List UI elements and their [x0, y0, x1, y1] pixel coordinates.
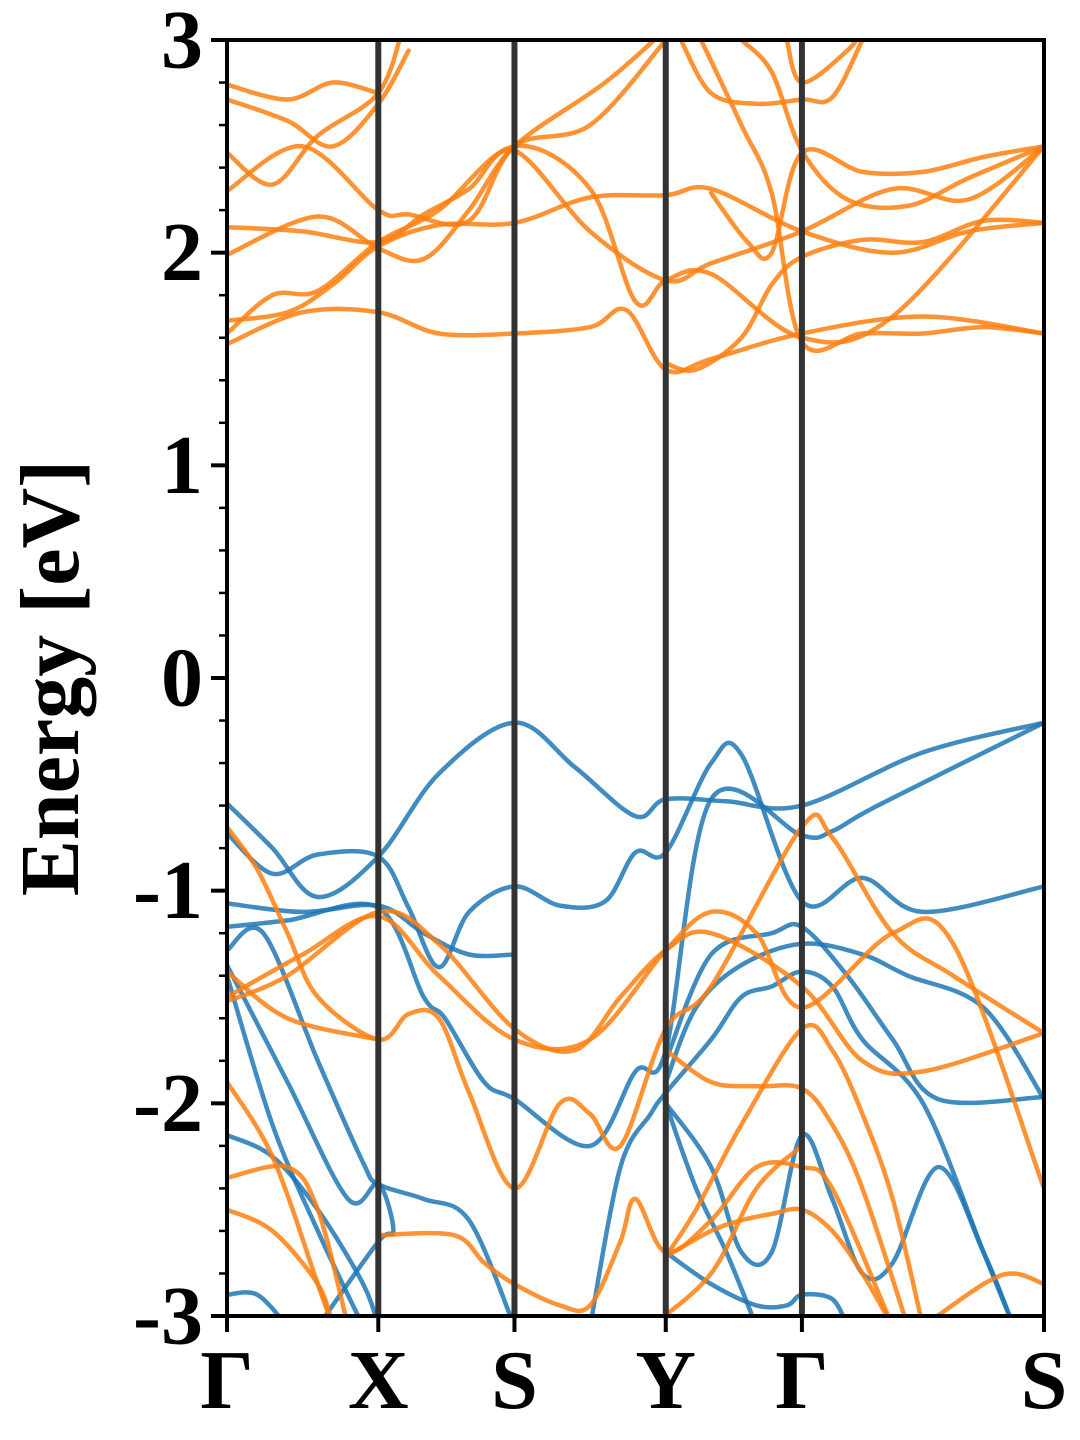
x-tick-label: Y: [635, 1334, 696, 1427]
y-axis-ticks: 3 2 1 0 -1 -2 -3: [133, 0, 227, 1363]
conduction-band-11: [663, 217, 1044, 373]
valence-band-29: [663, 1101, 755, 1316]
x-tick-label: X: [348, 1334, 409, 1427]
conduction-band-39: [663, 1022, 923, 1316]
conduction-band-13: [739, 40, 1044, 211]
conduction-band-36: [227, 1207, 333, 1316]
y-tick-label: 1: [161, 419, 203, 512]
valence-band-28: [663, 1249, 846, 1316]
x-tick-label: Γ: [200, 1334, 253, 1427]
valence-band-15: [227, 720, 1044, 900]
conduction-band-14: [784, 40, 860, 85]
valence-band-24: [663, 941, 1044, 1102]
conduction-band-3: [227, 40, 658, 264]
conduction-band-42: [933, 1271, 1044, 1316]
valence-band-16: [227, 740, 1044, 970]
conduction-band-37: [376, 1160, 891, 1316]
valence-band-25: [663, 921, 1044, 1106]
conduction-band-1: [227, 184, 1044, 323]
conduction-band-30: [227, 812, 1044, 1191]
valence-band-27: [589, 969, 1012, 1316]
conduction-band-32: [227, 909, 1044, 1191]
conduction-band-41: [660, 1143, 805, 1316]
x-tick-label: Γ: [775, 1334, 828, 1427]
y-tick-label: -2: [133, 1057, 203, 1150]
conduction-band-33: [227, 969, 381, 1042]
conduction-band-40: [663, 1047, 907, 1316]
conduction-band-7: [227, 48, 411, 149]
y-tick-label: -3: [133, 1270, 203, 1363]
x-tick-label: S: [491, 1334, 538, 1427]
high-symmetry-dividers: [375, 40, 805, 1316]
conduction-band-0: [227, 306, 1044, 375]
valence-band-21: [227, 973, 361, 1316]
conduction-band-6: [227, 40, 402, 187]
y-tick-label: -1: [133, 844, 203, 937]
valence-band-26: [663, 1101, 1013, 1316]
plot-frame: [225, 38, 1046, 1318]
conduction-band-8: [227, 80, 381, 102]
y-axis-label: Energy [eV]: [4, 460, 97, 896]
band-lines: [227, 40, 1044, 1316]
valence-band-17: [227, 720, 1044, 1149]
y-tick-label: 2: [161, 206, 203, 299]
valence-band-23: [227, 1290, 282, 1316]
valence-band-19: [227, 925, 513, 1316]
x-tick-label: S: [1021, 1334, 1068, 1427]
conduction-band-35: [227, 1163, 348, 1316]
y-tick-label: 3: [161, 0, 203, 87]
conduction-band-12: [708, 144, 1044, 261]
y-tick-label: 0: [161, 632, 203, 725]
valence-band-22: [227, 1132, 378, 1316]
conduction-band-38: [663, 1206, 890, 1316]
conduction-band-4: [227, 144, 1044, 284]
